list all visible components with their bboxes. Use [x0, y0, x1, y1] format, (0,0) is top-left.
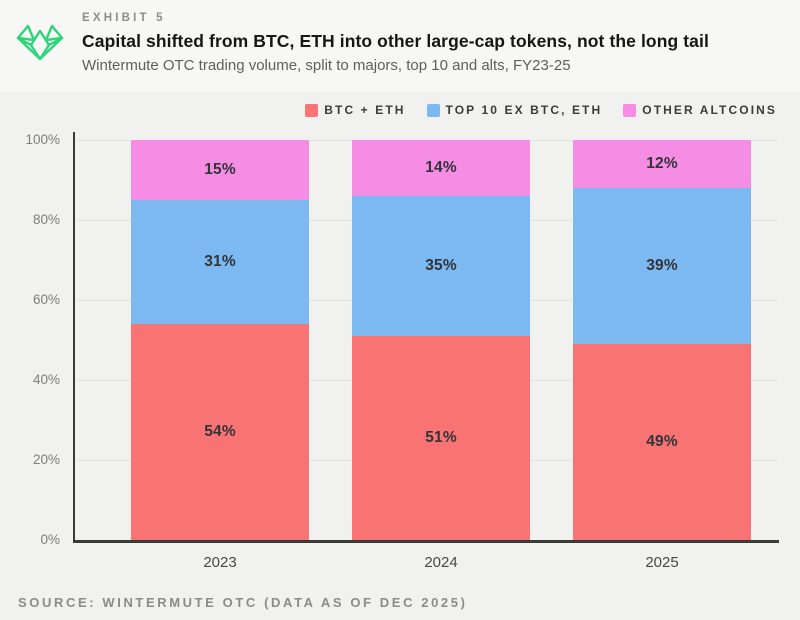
plot-area: 15% 31% 54% 14% 35% 51% 12% 39% 49% — [75, 140, 777, 540]
wintermute-logo-icon — [16, 24, 64, 61]
bar-segment-2023-btc-eth: 54% — [131, 324, 309, 540]
bar-2024: 14% 35% 51% — [352, 140, 530, 540]
bar-segment-2024-other-altcoins: 14% — [352, 140, 530, 196]
segment-value-label: 39% — [646, 257, 678, 274]
bar-segment-2024-btc-eth: 51% — [352, 336, 530, 540]
legend-label: BTC + ETH — [324, 103, 406, 117]
segment-value-label: 51% — [425, 429, 457, 446]
chart-legend: BTC + ETH TOP 10 EX BTC, ETH OTHER ALTCO… — [305, 101, 777, 119]
y-tick-20: 20% — [32, 452, 60, 467]
legend-label: TOP 10 EX BTC, ETH — [445, 103, 603, 117]
header: EXHIBIT 5 Capital shifted from BTC, ETH … — [0, 0, 800, 92]
y-tick-100: 100% — [25, 132, 60, 147]
segment-value-label: 31% — [204, 253, 236, 270]
bar-segment-2025-other-altcoins: 12% — [573, 140, 751, 188]
bar-segment-2025-btc-eth: 49% — [573, 344, 751, 540]
x-axis-labels: 2023 2024 2025 — [75, 554, 777, 574]
bar-segment-2024-top-10-ex-btc-eth: 35% — [352, 196, 530, 336]
x-tick-2023: 2023 — [203, 554, 237, 571]
segment-value-label: 15% — [204, 161, 236, 178]
bar-segment-2025-top-10-ex-btc-eth: 39% — [573, 188, 751, 344]
legend-swatch-blue — [426, 103, 440, 117]
x-axis-line — [73, 540, 779, 543]
x-tick-2024: 2024 — [424, 554, 458, 571]
y-tick-60: 60% — [32, 292, 60, 307]
bar-2025: 12% 39% 49% — [573, 140, 751, 540]
bar-2023: 15% 31% 54% — [131, 140, 309, 540]
y-axis-line — [73, 132, 75, 542]
legend-item-btc-eth: BTC + ETH — [305, 103, 405, 117]
legend-item-other-altcoins: OTHER ALTCOINS — [623, 103, 777, 117]
bar-segment-2023-other-altcoins: 15% — [131, 140, 309, 200]
legend-label: OTHER ALTCOINS — [642, 103, 777, 117]
segment-value-label: 35% — [425, 257, 457, 274]
page-subtitle: Wintermute OTC trading volume, split to … — [82, 57, 571, 74]
source-note: SOURCE: WINTERMUTE OTC (DATA AS OF DEC 2… — [18, 595, 468, 610]
x-tick-2025: 2025 — [645, 554, 679, 571]
legend-swatch-red — [305, 103, 319, 117]
y-tick-40: 40% — [32, 372, 60, 387]
y-tick-80: 80% — [32, 212, 60, 227]
page-title: Capital shifted from BTC, ETH into other… — [82, 31, 709, 51]
y-tick-0: 0% — [40, 532, 60, 547]
segment-value-label: 14% — [425, 159, 457, 176]
bar-segment-2023-top-10-ex-btc-eth: 31% — [131, 200, 309, 324]
segment-value-label: 54% — [204, 423, 236, 440]
legend-item-top10: TOP 10 EX BTC, ETH — [426, 103, 603, 117]
segment-value-label: 12% — [646, 155, 678, 172]
exhibit-label: EXHIBIT 5 — [82, 12, 166, 24]
legend-swatch-pink — [623, 103, 637, 117]
segment-value-label: 49% — [646, 433, 678, 450]
